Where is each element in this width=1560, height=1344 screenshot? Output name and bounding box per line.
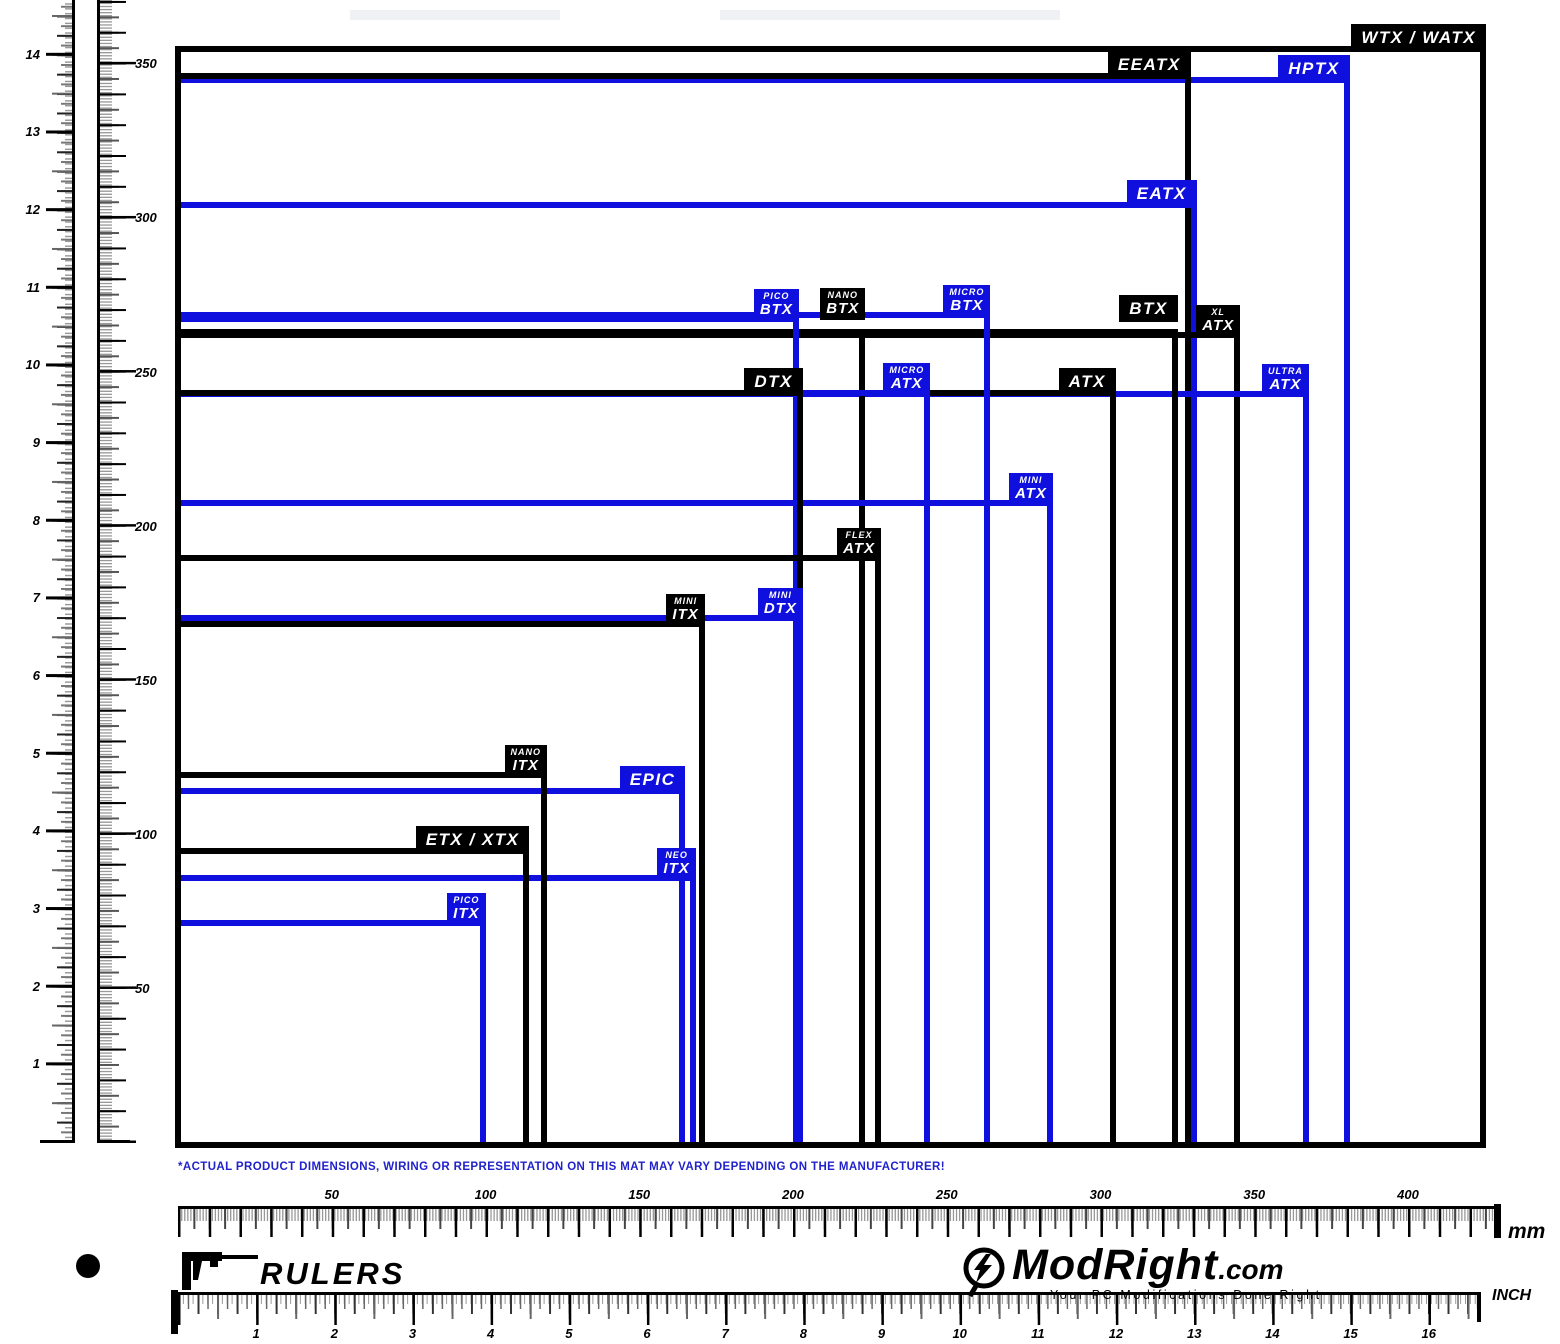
bottom-inch-ruler-startcap xyxy=(171,1290,178,1334)
left-mm-number: 100 xyxy=(135,826,157,842)
bottom-mm-number: 400 xyxy=(1397,1187,1419,1202)
left-mm-number: 200 xyxy=(135,518,157,534)
bottom-inch-number: 3 xyxy=(408,1326,417,1341)
disclaimer-text: *ACTUAL PRODUCT DIMENSIONS, WIRING OR RE… xyxy=(178,1161,945,1173)
modright-tagline: Your PC Modifications Done Right xyxy=(1050,1288,1322,1302)
bottom-inch-ruler-endcap xyxy=(1477,1292,1481,1322)
form-factor-label-hptx: HPTX xyxy=(1278,55,1350,83)
mm-unit-label: mm xyxy=(1508,1220,1546,1243)
form-factor-label-wtx-watx: WTX / WATX xyxy=(1351,24,1487,52)
form-factor-label-micro-atx: MICRO ATX xyxy=(883,362,931,395)
left-inch-number: 14 xyxy=(25,46,40,62)
form-factor-label-pico-btx: PICO BTX xyxy=(753,289,799,322)
outer-bottom-edge xyxy=(175,1142,1486,1148)
left-inch-number: 8 xyxy=(32,512,40,528)
left-mm-number: 50 xyxy=(135,980,150,996)
form-factor-label-nano-itx: NANO ITX xyxy=(504,745,547,778)
left-inch-number: 5 xyxy=(32,745,40,761)
corner-dot xyxy=(76,1254,100,1278)
form-factor-label-btx: BTX xyxy=(1119,295,1178,323)
bottom-inch-number: 9 xyxy=(877,1326,886,1341)
lightning-circle-icon xyxy=(960,1246,1008,1303)
modright-logo: ModRight .com Your PC Modifications Done … xyxy=(960,1241,1322,1303)
left-inch-number: 4 xyxy=(32,823,40,839)
form-factor-label-micro-btx: MICRO BTX xyxy=(943,285,991,318)
bottom-inch-number: 16 xyxy=(1421,1326,1436,1341)
outer-left-edge xyxy=(175,46,181,1148)
left-inch-number: 7 xyxy=(32,590,40,606)
bottom-mm-number: 150 xyxy=(628,1187,651,1202)
modright-textblock: ModRight .com Your PC Modifications Done … xyxy=(1012,1241,1322,1302)
bottom-inch-number: 4 xyxy=(487,1326,495,1341)
form-factor-label-neo-itx: NEO ITX xyxy=(657,848,696,881)
bottom-inch-number: 6 xyxy=(643,1326,651,1341)
bottom-inch-number: 12 xyxy=(1108,1326,1124,1341)
form-factor-label-atx: ATX xyxy=(1058,367,1116,395)
left-mm-ruler xyxy=(97,0,140,1143)
bottom-inch-number: 8 xyxy=(799,1326,807,1341)
left-inch-ruler xyxy=(40,0,75,1143)
form-factor-label-mini-itx: MINI ITX xyxy=(666,594,705,627)
bottom-mm-number: 350 xyxy=(1243,1187,1266,1202)
bottom-inch-number: 15 xyxy=(1343,1326,1358,1341)
left-mm-number: 300 xyxy=(135,210,157,226)
left-inch-number: 13 xyxy=(25,124,40,140)
bottom-inch-number: 2 xyxy=(330,1326,338,1341)
form-factor-label-epic: EPIC xyxy=(619,765,686,793)
form-factor-label-dtx: DTX xyxy=(744,367,803,395)
faint-print-artifact xyxy=(350,10,560,20)
left-inch-number: 3 xyxy=(32,901,40,917)
bottom-mm-number: 250 xyxy=(935,1187,958,1202)
caliper-icon xyxy=(180,1250,258,1297)
bottom-mm-number: 200 xyxy=(782,1187,804,1202)
form-factor-label-ultra-atx: ULTRA ATX xyxy=(1262,363,1309,396)
form-factor-label-xl-atx: XL ATX xyxy=(1196,304,1241,337)
bottom-inch-ruler xyxy=(178,1292,1480,1331)
form-factor-rect-pico-itx xyxy=(175,920,486,1148)
bottom-mm-number: 50 xyxy=(324,1187,339,1202)
modright-tld: .com xyxy=(1218,1254,1284,1285)
form-factor-label-mini-atx: MINI ATX xyxy=(1008,473,1053,506)
bottom-mm-ruler-endcap xyxy=(1494,1204,1501,1238)
left-inch-number: 11 xyxy=(26,279,41,295)
left-inch-number: 12 xyxy=(25,202,40,218)
left-mm-number: 150 xyxy=(135,672,157,688)
left-inch-number: 1 xyxy=(32,1056,40,1072)
form-factor-label-eeatx: EEATX xyxy=(1107,50,1191,78)
left-inch-ruler-endcap xyxy=(40,1140,75,1143)
left-mm-number: 350 xyxy=(135,56,157,72)
rulers-logo: RULERS xyxy=(180,1250,405,1297)
bottom-mm-ruler xyxy=(178,1206,1500,1241)
bottom-inch-number: 11 xyxy=(1031,1326,1045,1341)
left-inch-number: 10 xyxy=(25,357,40,373)
left-mm-number: 250 xyxy=(135,364,157,380)
left-inch-number: 9 xyxy=(32,435,40,451)
left-inch-number: 6 xyxy=(32,668,40,684)
modright-name: ModRight xyxy=(1012,1241,1219,1289)
bottom-inch-number: 1 xyxy=(252,1326,260,1341)
bottom-inch-number: 14 xyxy=(1265,1326,1280,1341)
form-factor-label-etx-xtx: ETX / XTX xyxy=(415,826,530,854)
left-inch-number: 2 xyxy=(32,978,40,994)
faint-print-artifact xyxy=(720,10,1060,20)
bottom-inch-number: 5 xyxy=(565,1326,573,1341)
form-factor-label-flex-atx: FLEX ATX xyxy=(837,527,881,560)
inch-unit-label: INCH xyxy=(1492,1287,1532,1304)
bottom-inch-number: 7 xyxy=(721,1326,729,1341)
rulers-logo-text: RULERS xyxy=(260,1255,406,1291)
form-factor-label-eatx: EATX xyxy=(1126,179,1197,207)
left-mm-ruler-endcap xyxy=(97,1140,130,1143)
bottom-inch-number: 13 xyxy=(1186,1326,1202,1341)
form-factor-label-pico-itx: PICO ITX xyxy=(447,893,486,926)
form-factor-label-mini-dtx: MINI DTX xyxy=(757,588,803,621)
bottom-inch-number: 10 xyxy=(952,1326,967,1341)
bottom-mm-number: 100 xyxy=(474,1187,497,1202)
form-factor-label-nano-btx: NANO BTX xyxy=(820,288,866,321)
bottom-mm-number: 300 xyxy=(1089,1187,1112,1202)
